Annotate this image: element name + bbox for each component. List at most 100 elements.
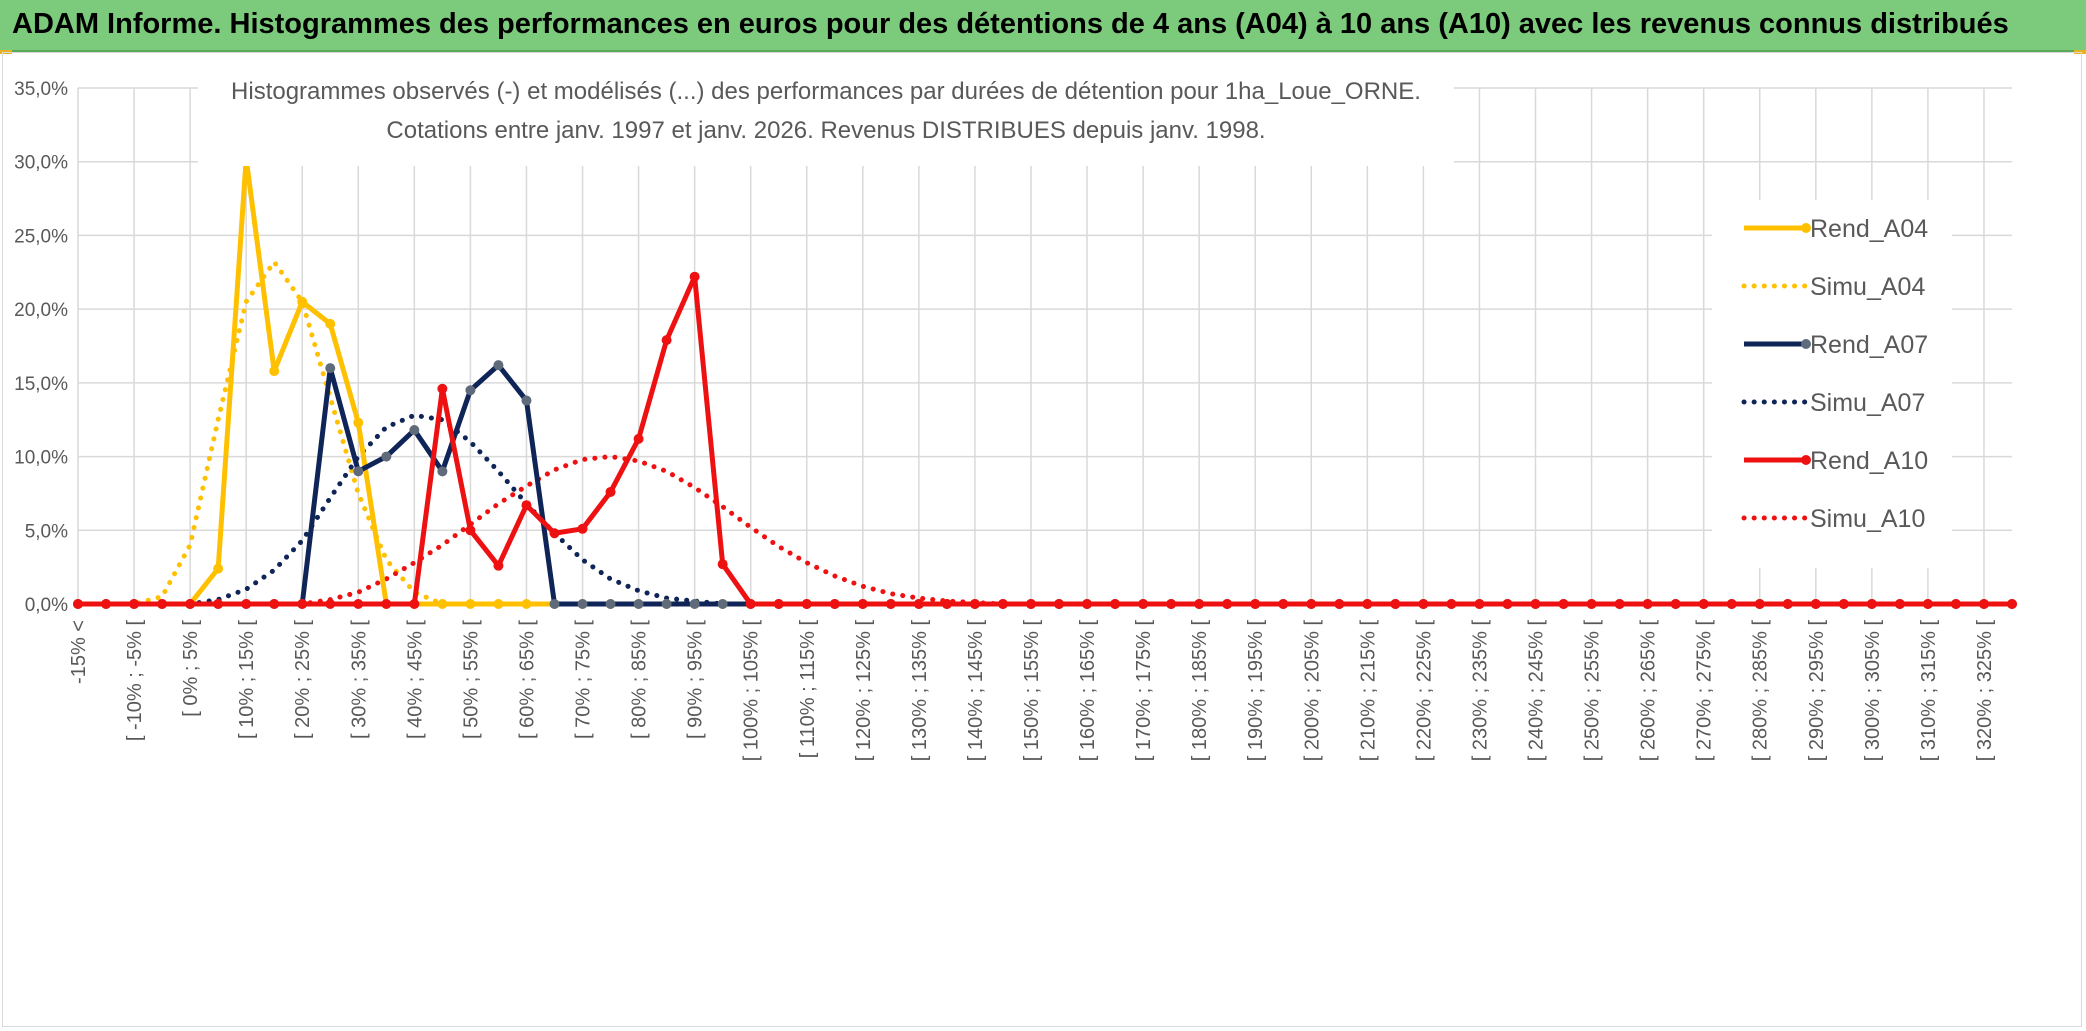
data-point-Rend_A04 [465, 599, 476, 609]
data-point-Rend_A10 [577, 523, 588, 534]
x-tick-label: [ 110% ; 115% [ [797, 620, 819, 759]
data-point-Rend_A10 [969, 599, 980, 609]
data-point-Rend_A10 [297, 599, 308, 609]
x-tick-label: [ 180% ; 185% [ [1189, 620, 1211, 762]
chart-title-background [198, 56, 1454, 166]
x-tick-label: [ 160% ; 165% [ [1077, 620, 1099, 762]
data-point-Rend_A10 [437, 383, 448, 394]
data-point-Rend_A10 [1166, 599, 1177, 609]
data-point-Rend_A10 [549, 528, 560, 539]
x-tick-label: [ 20% ; 25% [ [292, 620, 314, 739]
series-Rend_A10 [73, 271, 2017, 609]
data-point-Rend_A10 [1222, 599, 1233, 609]
data-point-Rend_A04 [521, 599, 532, 609]
data-point-Rend_A04 [297, 296, 308, 307]
data-point-Rend_A10 [73, 599, 83, 609]
y-tick-label: 10,0% [14, 448, 68, 469]
x-tick-label: [ 60% ; 65% [ [516, 620, 538, 739]
x-tick-label: [ 300% ; 305% [ [1862, 620, 1884, 762]
data-point-Rend_A10 [1306, 599, 1317, 609]
data-point-Rend_A10 [241, 599, 252, 609]
x-tick-label: [ 240% ; 245% [ [1526, 620, 1548, 762]
x-tick-label: [ 270% ; 275% [ [1694, 620, 1716, 762]
data-point-Rend_A10 [1418, 599, 1429, 609]
x-tick-label: [ 190% ; 195% [ [1245, 620, 1267, 762]
x-tick-label: [ 210% ; 215% [ [1357, 620, 1379, 762]
chart-title-line1: Histogrammes observés (-) et modélisés (… [231, 78, 1421, 105]
data-point-Rend_A10 [213, 599, 224, 609]
data-point-Rend_A07 [409, 425, 420, 436]
y-tick-label: 25,0% [14, 226, 68, 247]
x-tick-label: [ 10% ; 15% [ [236, 620, 258, 739]
x-tick-label: [ 290% ; 295% [ [1806, 620, 1828, 762]
data-point-Rend_A10 [1334, 599, 1345, 609]
data-point-Rend_A10 [1138, 599, 1149, 609]
legend-background [1712, 200, 1952, 568]
data-point-Rend_A10 [1726, 599, 1737, 609]
data-point-Rend_A10 [829, 599, 840, 609]
legend-item-Simu_A04: Simu_A04 [1741, 273, 1925, 301]
data-point-Rend_A10 [1278, 599, 1289, 609]
data-point-Rend_A10 [269, 599, 280, 609]
data-point-Rend_A07 [325, 363, 336, 374]
data-point-Rend_A07 [633, 599, 644, 609]
data-point-Rend_A10 [773, 599, 784, 609]
x-tick-label: [ 150% ; 155% [ [1021, 620, 1043, 762]
data-point-Rend_A04 [353, 417, 364, 428]
legend-item-Rend_A07: Rend_A07 [1744, 331, 1928, 359]
data-point-Rend_A10 [521, 500, 532, 511]
data-point-Rend_A10 [1614, 599, 1625, 609]
x-tick-label: [ 280% ; 285% [ [1750, 620, 1772, 762]
x-tick-label: [ 230% ; 235% [ [1469, 620, 1491, 762]
chart: 0,0% 5,0% 10,0% 15,0% 20,0% 25,0% 30,0% 35,0% -1… [14, 56, 2017, 762]
data-point-Rend_A07 [549, 599, 560, 609]
y-tick-label: 15,0% [14, 374, 68, 395]
legend-marker [1801, 455, 1811, 465]
legend-item-Simu_A10: Simu_A10 [1741, 505, 1925, 533]
x-tick-label: [ 320% ; 325% [ [1974, 620, 1996, 762]
x-tick-label: -15% < [68, 620, 90, 684]
series-layer [73, 153, 2017, 609]
data-point-Rend_A10 [1446, 599, 1457, 609]
x-tick-label: [ 220% ; 225% [ [1413, 620, 1435, 762]
data-point-Rend_A10 [325, 599, 336, 609]
legend-item-Rend_A04: Rend_A04 [1744, 215, 1928, 243]
data-point-Rend_A07 [381, 451, 392, 462]
data-point-Rend_A10 [1390, 599, 1401, 609]
data-point-Rend_A10 [353, 599, 364, 609]
data-point-Rend_A10 [1082, 599, 1093, 609]
legend-label: Rend_A07 [1810, 331, 1928, 359]
x-tick-label: [ 260% ; 265% [ [1638, 620, 1660, 762]
x-tick-label: [ 50% ; 55% [ [460, 620, 482, 739]
data-point-Rend_A10 [1474, 599, 1485, 609]
data-point-Rend_A10 [717, 559, 728, 570]
y-tick-label: 20,0% [14, 300, 68, 321]
data-point-Rend_A10 [1362, 599, 1373, 609]
data-point-Rend_A10 [465, 525, 476, 536]
data-point-Rend_A10 [1025, 599, 1036, 609]
legend-marker [1801, 339, 1811, 349]
data-point-Rend_A10 [1054, 599, 1065, 609]
x-tick-label: [ 140% ; 145% [ [965, 620, 987, 762]
data-point-Rend_A10 [801, 599, 812, 609]
data-point-Rend_A10 [1110, 599, 1121, 609]
y-tick-label: 35,0% [14, 79, 68, 100]
x-tick-label: [ 120% ; 125% [ [853, 620, 875, 762]
x-tick-label: [ 130% ; 135% [ [909, 620, 931, 762]
data-point-Rend_A07 [605, 599, 616, 609]
data-point-Rend_A10 [409, 599, 420, 609]
data-point-Rend_A10 [857, 599, 868, 609]
x-tick-label: [ 30% ; 35% [ [348, 620, 370, 739]
legend-label: Rend_A10 [1810, 447, 1928, 475]
data-point-Rend_A10 [1698, 599, 1709, 609]
legend-label: Simu_A10 [1810, 505, 1925, 533]
data-point-Rend_A10 [381, 599, 392, 609]
data-point-Rend_A07 [717, 599, 728, 609]
data-point-Rend_A07 [465, 385, 476, 396]
data-point-Rend_A10 [1922, 599, 1933, 609]
x-tick-label: [ 170% ; 175% [ [1133, 620, 1155, 762]
data-point-Rend_A10 [885, 599, 896, 609]
data-point-Rend_A04 [437, 599, 448, 609]
x-tick-label: [ 40% ; 45% [ [404, 620, 426, 739]
x-tick-label: [ 250% ; 255% [ [1582, 620, 1604, 762]
